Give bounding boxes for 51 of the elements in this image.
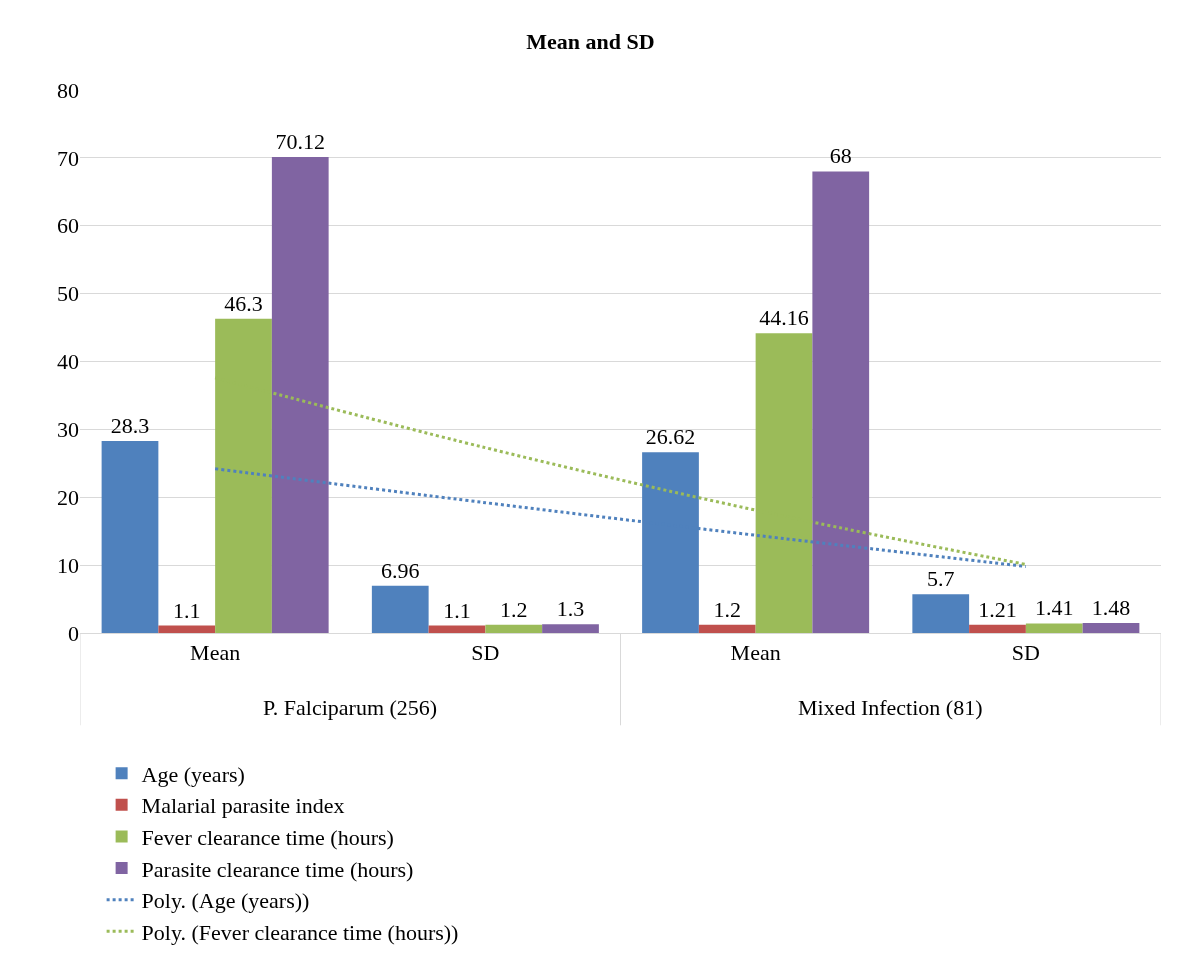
data-label: 1.1 <box>443 597 471 623</box>
y-tick-label: 10 <box>57 552 79 578</box>
y-tick-label: 0 <box>68 620 79 646</box>
bar <box>158 625 216 633</box>
bar <box>371 585 429 633</box>
legend-label: Fever clearance time (hours) <box>141 825 394 851</box>
bar <box>1025 623 1083 633</box>
legend-label: Malarial parasite index <box>141 793 345 819</box>
bar <box>912 594 970 633</box>
bar <box>428 625 486 633</box>
data-label: 44.16 <box>759 305 809 331</box>
legend-label: Parasite clearance time (hours) <box>141 856 414 882</box>
bar <box>101 440 159 633</box>
y-tick-label: 30 <box>57 417 79 443</box>
bar <box>1082 622 1140 633</box>
x-tick-label: Mean <box>190 640 241 666</box>
x-tick-label: Mean <box>730 640 781 666</box>
y-tick-label: 80 <box>57 77 79 103</box>
data-label: 1.1 <box>173 597 201 623</box>
legend-label: Poly. (Fever clearance time (hours)) <box>141 919 459 945</box>
text: P. Falciparum (256) <box>263 695 438 720</box>
bar <box>542 624 599 633</box>
data-label: 28.3 <box>110 412 150 438</box>
bar <box>485 624 543 633</box>
data-label: 1.2 <box>713 596 741 622</box>
data-label: 5.7 <box>926 566 955 592</box>
y-tick-label: 60 <box>57 213 79 239</box>
x-tick-label: SD <box>471 640 500 666</box>
y-tick-label: 40 <box>57 349 79 375</box>
y-tick-label: 50 <box>57 281 79 307</box>
data-label: 70.12 <box>275 129 326 155</box>
bar <box>698 624 756 633</box>
data-label: 1.48 <box>1091 594 1131 620</box>
y-tick-label: 20 <box>57 484 79 510</box>
data-label: 68 <box>829 143 852 169</box>
data-label: 1.3 <box>556 596 585 622</box>
data-label: 46.3 <box>224 290 263 316</box>
data-label: 6.96 <box>380 557 420 583</box>
bar <box>969 624 1026 633</box>
text: Mixed Infection (81) <box>798 695 983 720</box>
data-label: 1.21 <box>978 596 1017 622</box>
data-label: 1.2 <box>500 596 528 622</box>
chart-title: Mean and SD <box>526 29 655 55</box>
bar <box>812 171 870 633</box>
legend-label: Age (years) <box>141 761 245 787</box>
data-label: 1.41 <box>1035 595 1074 621</box>
x-tick-label: SD <box>1011 640 1040 666</box>
bar <box>271 157 329 633</box>
y-tick-label: 70 <box>57 145 79 171</box>
legend-label: Poly. (Age (years)) <box>141 888 310 914</box>
data-label: 26.62 <box>645 424 696 450</box>
